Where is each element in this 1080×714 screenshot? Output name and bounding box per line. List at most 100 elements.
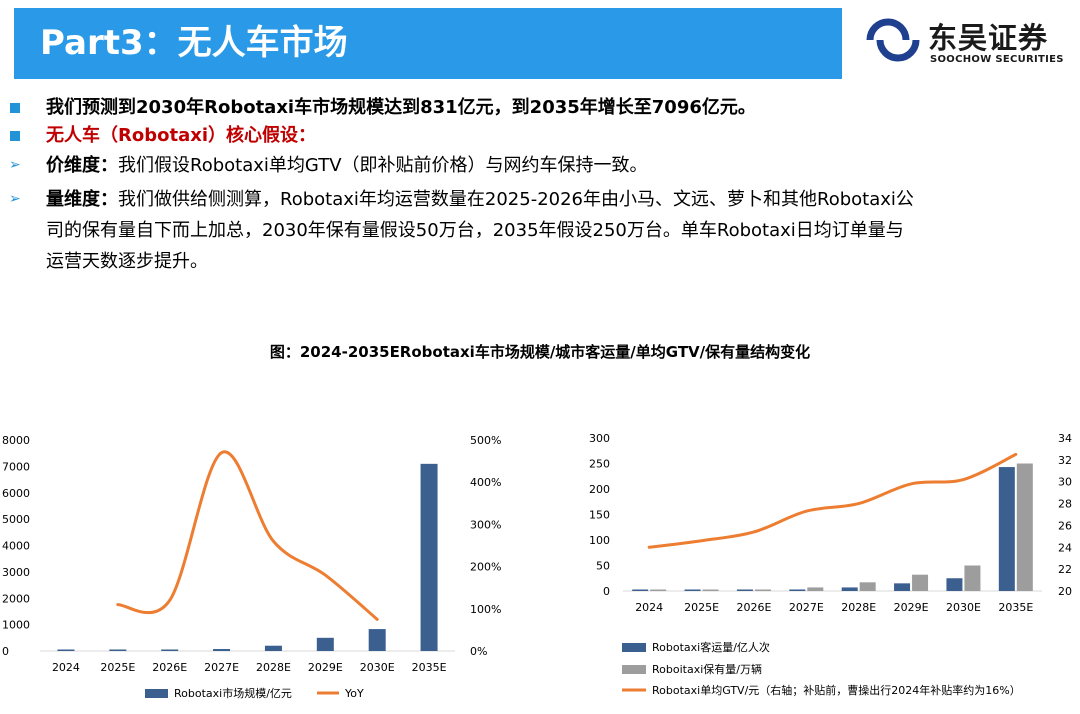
x-tick-label: 2030E: [946, 601, 981, 614]
figure-title: 图：2024-2035ERobotaxi车市场规模/城市客运量/单均GTV/保有…: [269, 343, 811, 361]
chart-passenger-volume: 0 50 100 150 200 250 300 20 22 24 26 28 30 32 34 2024 20…: [589, 432, 1072, 697]
bar: [841, 587, 858, 591]
y-left-tick-label: 50: [596, 560, 610, 573]
x-tick-label: 2029E: [308, 661, 343, 674]
bar: [684, 589, 701, 591]
bar: [894, 583, 911, 591]
y-left-tick-label: 5000: [2, 513, 30, 526]
y-left-tick-label: 150: [589, 509, 610, 522]
y-left-tick-label: 1000: [2, 619, 30, 632]
bar: [998, 467, 1015, 591]
bar: [368, 629, 386, 651]
x-tick-label: 2026E: [736, 601, 771, 614]
legend-label: Robotaxi单均GTV/元（右轴；补贴前，曹操出行2024年补贴率约为16%…: [652, 683, 1021, 697]
x-tick-label: 2028E: [256, 661, 291, 674]
y-right-tick-label: 28: [1058, 498, 1072, 511]
bar: [316, 637, 334, 651]
bar: [1016, 463, 1033, 591]
bullet-assumption-heading: 无人车（Robotaxi）核心假设：: [46, 125, 317, 146]
y-left-tick-label: 0: [2, 645, 9, 658]
header-bar: Part3：无人车市场: [14, 8, 842, 79]
bullet-square-icon: [10, 131, 20, 141]
legend-label: Robotaxi市场规模/亿元: [174, 686, 292, 700]
bullet-arrow-icon: ➢: [9, 191, 21, 207]
y-right-tick-label: 24: [1058, 541, 1072, 554]
y-left-tick-label: 6000: [2, 487, 30, 500]
bar: [964, 565, 981, 591]
price-label: 价维度：: [46, 155, 118, 176]
x-tick-label: 2025E: [100, 661, 135, 674]
logo-name-en: SOOCHOW SECURITIES: [930, 54, 1064, 65]
y-right-tick-label: 30: [1058, 476, 1072, 489]
y-left-tick-label: 200: [589, 483, 610, 496]
bar: [650, 589, 667, 591]
x-tick-label: 2026E: [152, 661, 187, 674]
bullet-volume-dimension: 量维度：我们做供给侧测算，Robotaxi年均运营数量在2025-2026年由小…: [46, 188, 914, 212]
logo-name-cn: 东吴证券: [928, 21, 1049, 55]
x-tick-label: 2027E: [789, 601, 824, 614]
bar: [946, 578, 963, 591]
legend-label: YoY: [344, 687, 364, 700]
bar: [807, 587, 824, 591]
bar: [736, 589, 753, 591]
bar: [754, 589, 771, 591]
bullet-square-icon: [10, 103, 20, 113]
x-tick-label: 2024: [52, 661, 80, 674]
bar: [213, 649, 231, 651]
bar: [57, 649, 75, 651]
bar: [420, 463, 438, 651]
y-left-tick-label: 250: [589, 458, 610, 471]
bar: [859, 582, 876, 591]
bar: [912, 574, 929, 591]
y-right-tick-label: 20: [1058, 585, 1072, 598]
x-tick-label: 2027E: [204, 661, 239, 674]
legend-swatch: [145, 689, 168, 698]
y-right-tick-label: 34: [1058, 432, 1072, 445]
x-tick-label: 2025E: [684, 601, 719, 614]
bullet-price-dimension: 价维度：我们假设Robotaxi单均GTV（即补贴前价格）与网约车保持一致。: [46, 154, 648, 178]
y-right-tick-label: 22: [1058, 563, 1072, 576]
x-tick-label: 2030E: [360, 661, 395, 674]
legend-label: Robotaxi客运量/亿人次: [652, 640, 770, 654]
y-right-tick-label: 32: [1058, 454, 1072, 467]
volume-text-line1: 我们做供给侧测算，Robotaxi年均运营数量在2025-2026年由小马、文远…: [118, 189, 914, 210]
y-left-tick-label: 4000: [2, 540, 30, 553]
volume-text-line2: 司的保有量自下而上加总，2030年保有量假设50万台，2035年假设250万台。…: [46, 220, 904, 241]
bullet-arrow-icon: ➢: [9, 157, 21, 173]
bar: [109, 649, 127, 651]
y-right-tick-label: 200%: [470, 561, 501, 574]
volume-label: 量维度：: [46, 189, 118, 210]
legend-swatch: [622, 643, 646, 652]
chart-market-size: 0 1000 2000 3000 4000 5000 6000 7000 8000 0% 100% 2…: [2, 434, 501, 700]
x-tick-label: 2024: [635, 601, 663, 614]
y-left-tick-label: 0: [603, 585, 610, 598]
y-left-tick-label: 2000: [2, 592, 30, 605]
x-tick-label: 2035E: [998, 601, 1033, 614]
y-right-tick-label: 500%: [470, 434, 501, 447]
y-left-tick-label: 7000: [2, 460, 30, 473]
y-right-tick-label: 400%: [470, 476, 501, 489]
y-left-tick-label: 300: [589, 432, 610, 445]
volume-text-line3: 运营天数逐步提升。: [46, 251, 208, 272]
page-title: Part3：无人车市场: [40, 23, 348, 63]
y-right-tick-label: 300%: [470, 518, 501, 531]
bar: [264, 645, 282, 651]
company-logo: 东吴证券 SOOCHOW SECURITIES: [866, 18, 1070, 68]
bar: [161, 649, 179, 651]
y-left-tick-label: 100: [589, 534, 610, 547]
bar: [632, 589, 649, 591]
series-line: [116, 450, 379, 621]
legend-label: Roboitaxi保有量/万辆: [652, 662, 762, 676]
y-right-tick-label: 26: [1058, 519, 1072, 532]
bullet-forecast: 我们预测到2030年Robotaxi车市场规模达到831亿元，到2035年增长至…: [46, 97, 756, 118]
series-line: [647, 452, 1018, 549]
bar: [702, 589, 719, 591]
x-tick-label: 2029E: [894, 601, 929, 614]
y-left-tick-label: 8000: [2, 434, 30, 447]
x-tick-label: 2028E: [841, 601, 876, 614]
x-tick-label: 2035E: [412, 661, 447, 674]
y-left-tick-label: 3000: [2, 566, 30, 579]
bar: [789, 589, 806, 591]
y-right-tick-label: 0%: [470, 645, 487, 658]
price-text: 我们假设Robotaxi单均GTV（即补贴前价格）与网约车保持一致。: [118, 155, 648, 176]
